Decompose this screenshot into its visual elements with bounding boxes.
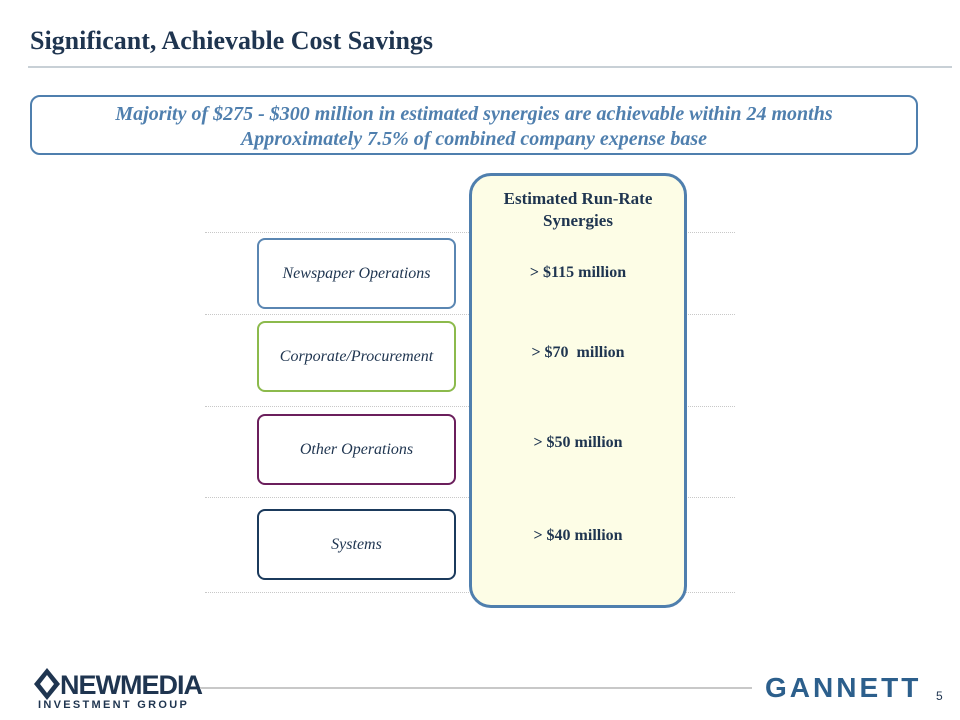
synergy-value: > $50 million	[533, 434, 623, 451]
callout-line: Majority of $275 - $300 million in estim…	[115, 103, 833, 125]
slide-title: Significant, Achievable Cost Savings	[30, 26, 434, 55]
logo-text: GANNETT	[765, 672, 922, 703]
callout-line: Approximately 7.5% of combined company e…	[240, 128, 708, 150]
logo-subtext: INVESTMENT GROUP	[38, 699, 190, 711]
category-box: Newspaper Operations	[257, 238, 456, 309]
column-header: Estimated Run-Rate Synergies	[503, 189, 653, 230]
callout: Majority of $275 - $300 million in estim…	[30, 95, 918, 155]
category-box: Corporate/Procurement	[257, 321, 456, 392]
category-box: Other Operations	[257, 414, 456, 485]
synergy-value: > $70 million	[531, 344, 625, 361]
logo-mark	[34, 668, 60, 700]
synergy-column	[469, 173, 687, 608]
footer-rule	[200, 687, 752, 689]
synergy-value: > $115 million	[529, 264, 627, 281]
page-number: 5	[936, 689, 943, 703]
logo-text: NEWMEDIA	[60, 670, 203, 700]
title-rule	[28, 66, 952, 68]
synergy-value: > $40 million	[533, 527, 623, 544]
category-box: Systems	[257, 509, 456, 580]
